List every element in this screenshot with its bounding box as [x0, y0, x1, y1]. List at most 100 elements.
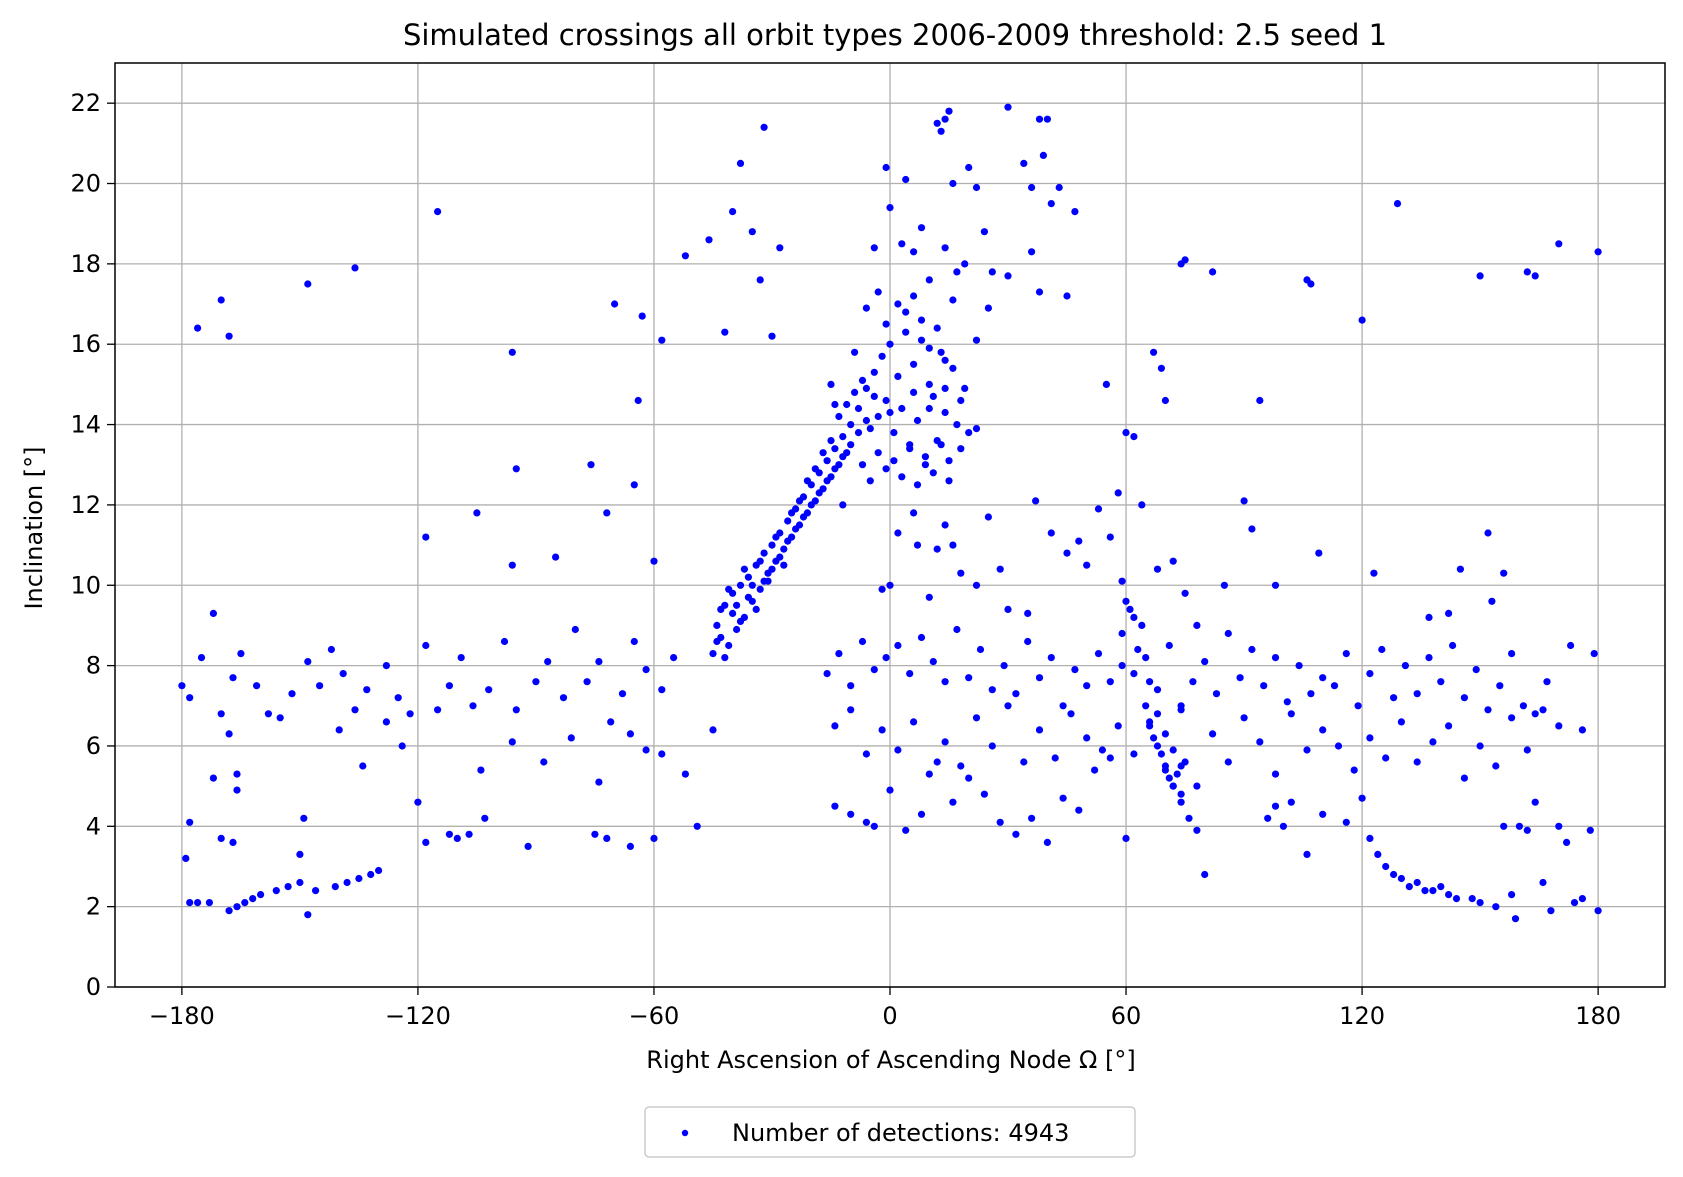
- data-point: [1130, 750, 1138, 758]
- data-point: [906, 445, 914, 453]
- data-point: [591, 830, 599, 838]
- data-point: [941, 115, 949, 123]
- data-point: [760, 549, 768, 557]
- data-point: [898, 404, 906, 413]
- data-point: [1220, 581, 1228, 589]
- data-point: [626, 842, 635, 851]
- data-point: [304, 280, 312, 288]
- data-point: [886, 581, 894, 589]
- data-point: [736, 159, 745, 167]
- data-point: [1212, 690, 1221, 698]
- data-point: [1421, 887, 1429, 895]
- data-point: [910, 509, 918, 517]
- data-point: [658, 336, 666, 344]
- data-point: [898, 473, 906, 481]
- data-point: [870, 392, 878, 400]
- data-point: [729, 609, 737, 618]
- data-point: [465, 830, 473, 838]
- data-point: [422, 533, 430, 541]
- data-point: [792, 525, 800, 533]
- data-point: [1153, 710, 1162, 718]
- data-point: [1456, 565, 1464, 573]
- data-point: [933, 545, 941, 553]
- data-point: [618, 690, 627, 698]
- data-point: [831, 445, 839, 453]
- data-point: [776, 553, 784, 561]
- data-point: [776, 244, 784, 252]
- data-point: [327, 645, 335, 654]
- data-point: [752, 605, 760, 614]
- data-point: [854, 429, 863, 437]
- data-point: [583, 678, 591, 686]
- data-point: [1209, 730, 1217, 738]
- data-point: [874, 449, 882, 457]
- data-point: [1539, 706, 1547, 714]
- y-tick-label: 6: [86, 732, 101, 760]
- data-point: [276, 714, 284, 722]
- data-point: [933, 119, 941, 127]
- data-point: [225, 332, 233, 340]
- data-point: [1028, 183, 1036, 192]
- x-tick-label: 120: [1339, 1002, 1385, 1030]
- data-point: [1035, 726, 1044, 734]
- data-point: [1476, 899, 1484, 907]
- data-point: [1460, 774, 1468, 782]
- data-point: [1488, 597, 1496, 605]
- data-point: [1201, 658, 1209, 666]
- data-point: [839, 501, 847, 509]
- data-point: [823, 477, 831, 485]
- data-point: [1271, 770, 1280, 778]
- data-point: [1130, 613, 1138, 622]
- chart-title: Simulated crossings all orbit types 2006…: [403, 18, 1387, 52]
- data-point: [1138, 501, 1146, 509]
- data-point: [1508, 891, 1516, 899]
- data-point: [1366, 670, 1374, 678]
- data-point: [851, 388, 859, 396]
- data-point: [972, 183, 981, 192]
- data-point: [941, 356, 949, 364]
- data-point: [933, 758, 941, 766]
- data-point: [925, 404, 933, 413]
- data-point: [902, 308, 910, 316]
- data-point: [760, 123, 768, 131]
- data-point: [795, 497, 804, 505]
- data-point: [1260, 682, 1268, 690]
- data-point: [1236, 674, 1244, 682]
- data-point: [1303, 850, 1311, 859]
- data-point: [217, 834, 225, 843]
- data-point: [642, 746, 650, 754]
- data-point: [1161, 396, 1169, 405]
- data-point: [571, 625, 579, 634]
- data-point: [1063, 292, 1071, 300]
- legend-box: [644, 1106, 1136, 1158]
- legend-marker: [681, 1129, 689, 1137]
- data-point: [1547, 907, 1555, 915]
- data-point: [1150, 348, 1158, 356]
- data-point: [1256, 396, 1264, 405]
- data-point: [1330, 682, 1339, 690]
- data-point: [807, 501, 815, 509]
- data-point: [953, 625, 961, 634]
- data-point: [1067, 710, 1075, 718]
- data-point: [1161, 762, 1169, 770]
- x-tick-label: 0: [882, 1002, 897, 1030]
- data-point: [740, 565, 749, 573]
- data-point: [831, 400, 839, 409]
- data-point: [1492, 762, 1500, 770]
- data-point: [197, 654, 206, 662]
- data-point: [1370, 569, 1378, 577]
- data-point: [1153, 742, 1162, 750]
- data-point: [351, 264, 359, 272]
- data-point: [1445, 891, 1453, 899]
- data-point: [1248, 525, 1256, 533]
- data-point: [854, 404, 863, 413]
- data-point: [1594, 907, 1602, 915]
- data-point: [1004, 272, 1012, 280]
- data-point: [1594, 248, 1602, 256]
- data-point: [886, 408, 894, 417]
- data-point: [359, 762, 367, 770]
- data-point: [882, 654, 890, 662]
- data-point: [626, 730, 635, 738]
- data-point: [1189, 678, 1197, 686]
- data-point: [721, 328, 729, 336]
